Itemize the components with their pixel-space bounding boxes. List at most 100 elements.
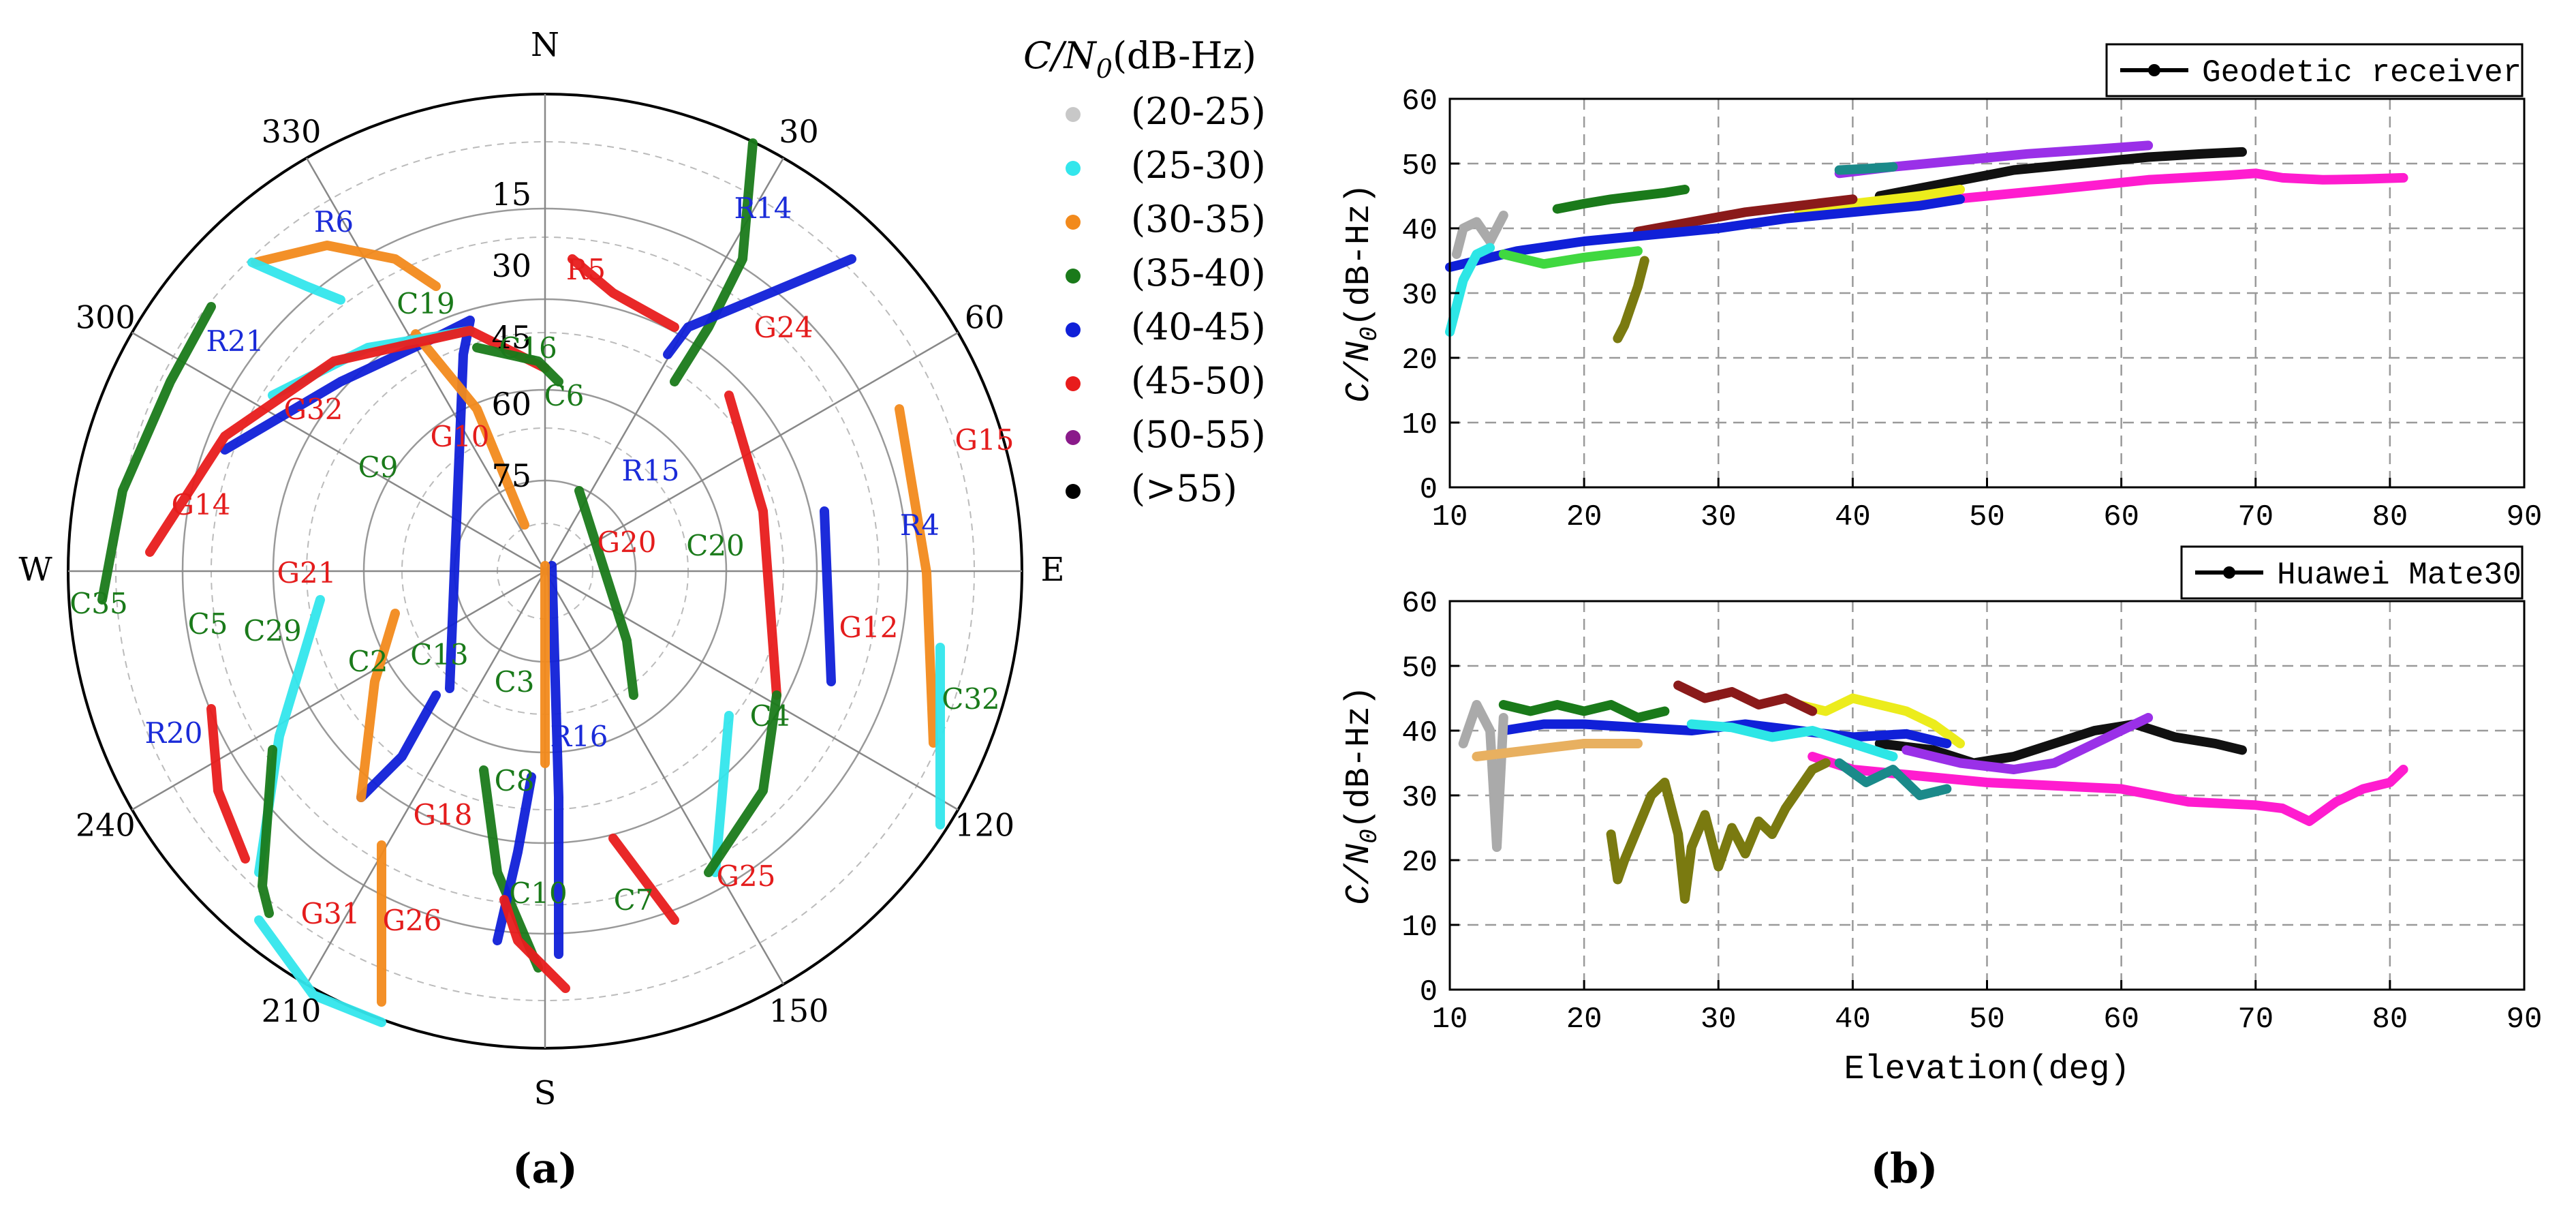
satellite-label-c8: C8: [495, 764, 535, 797]
legend-label: Geodetic receiver: [2202, 55, 2521, 91]
x-tick-label: 50: [1969, 500, 2005, 534]
series-line-purple: [1902, 713, 2154, 774]
azimuth-spoke: [131, 570, 546, 811]
satellite-label-r20: R20: [144, 716, 202, 750]
satellite-label-c13: C13: [410, 638, 469, 671]
elevation-label: 15: [491, 176, 531, 213]
azimuth-spoke: [544, 570, 785, 985]
panel-b-label: (b): [1871, 1145, 1938, 1193]
y-axis-label: C/N0(dB-Hz): [1340, 686, 1384, 905]
satellite-track: [206, 704, 250, 864]
satellite-label-g10: G10: [431, 420, 490, 453]
legend-marker: [1066, 215, 1081, 230]
x-tick-label: 70: [2237, 500, 2274, 534]
satellite-label-c19: C19: [397, 287, 455, 320]
x-tick-label: 20: [1566, 500, 1602, 534]
series-line-blue: [1445, 194, 1966, 272]
legend-marker: [1066, 107, 1081, 122]
chart-1: 10 20 30 40 50 60 70 80 900102030405060C/N0(dB-H…: [1340, 43, 2543, 534]
y-tick-label: 50: [1401, 149, 1438, 183]
satellite-label-g26: G26: [383, 904, 442, 937]
satellite-label-g12: G12: [839, 611, 899, 644]
legend-label: (45-50): [1131, 359, 1266, 402]
satellite-label-c7: C7: [614, 883, 654, 917]
series-line-gray: [1458, 700, 1508, 852]
y-tick-label: 30: [1401, 781, 1438, 815]
series-line-olive: [1613, 256, 1649, 344]
x-tick-label: 80: [2372, 1003, 2408, 1037]
satellite-label-g24: G24: [754, 311, 813, 344]
y-axis-label: C/N0(dB-Hz): [1340, 183, 1384, 403]
satellite-label-c29: C29: [243, 614, 302, 647]
x-tick-label: 40: [1835, 1003, 1871, 1037]
compass-north: N: [531, 26, 559, 64]
series-line-lime: [1498, 246, 1643, 269]
azimuth-label: 60: [965, 299, 1005, 336]
series-line-magenta: [1820, 168, 2408, 214]
satellite-label-r14: R14: [734, 192, 792, 225]
legend-marker: [1066, 376, 1081, 391]
series-line-green: [1552, 185, 1690, 214]
series-line-magenta: [1807, 752, 2408, 826]
x-tick-label: 60: [2103, 1003, 2139, 1037]
satellite-label-g32: G32: [284, 393, 343, 426]
x-tick-label: 10: [1432, 1003, 1468, 1037]
polar-labels: N S E W 30 60 120 150 210 240 300 330 15 30 45 60 75…: [18, 26, 1064, 1112]
series-line-cyan: [1686, 719, 1898, 761]
legend-marker: [2148, 64, 2160, 76]
elevation-label: 45: [491, 319, 531, 356]
series-line-teal: [1834, 162, 1898, 175]
series-line-teal: [1834, 758, 1952, 800]
x-tick-label: 50: [1969, 1003, 2005, 1037]
legend-marker: [1066, 269, 1081, 284]
satellite-tracks: [97, 138, 945, 1027]
compass-west: W: [18, 551, 52, 589]
legend-label: (25-30): [1131, 144, 1266, 187]
y-tick-label: 0: [1420, 975, 1438, 1009]
satellite-track: [711, 711, 734, 877]
x-axis-label: Elevation(deg): [1844, 1050, 2130, 1089]
cn0-legend: C/N0(dB-Hz) (20-25) (25-30) (30-35) (35-40)…: [1023, 34, 1266, 510]
satellite-label-c20: C20: [686, 529, 745, 562]
series-line-darkred: [1633, 194, 1858, 237]
satellite-label-r21: R21: [206, 324, 264, 358]
satellite-track: [258, 745, 277, 918]
azimuth-label: 240: [76, 807, 136, 844]
x-tick-label: 80: [2372, 500, 2408, 534]
azimuth-label: 300: [76, 299, 136, 336]
satellite-label-r4: R4: [900, 508, 940, 542]
satellite-label-c16: C16: [499, 331, 557, 365]
legend-marker: [1066, 484, 1081, 499]
y-tick-label: 20: [1401, 846, 1438, 880]
x-tick-label: 70: [2237, 1003, 2274, 1037]
satellite-track: [356, 690, 441, 802]
legend-marker: [2223, 566, 2235, 579]
series-line-lightorange: [1472, 739, 1643, 761]
azimuth-spoke: [131, 331, 546, 573]
polar-grid: [67, 93, 1023, 1050]
series-line-cyan: [1445, 243, 1495, 337]
satellite-label-c32: C32: [942, 682, 1000, 716]
satellite-label-g14: G14: [172, 488, 231, 521]
satellite-track: [608, 834, 679, 925]
azimuth-spoke: [544, 570, 959, 811]
satellite-label-r15: R15: [621, 454, 679, 487]
satellite-label-r5: R5: [566, 253, 606, 286]
azimuth-label: 120: [955, 807, 1014, 844]
elevation-label: 30: [491, 247, 531, 284]
series-line-darkred: [1673, 680, 1818, 716]
x-tick-label: 90: [2507, 500, 2543, 534]
satellite-track: [220, 316, 475, 693]
satellite-track: [411, 329, 529, 530]
satellite-track: [97, 302, 216, 605]
series-line-yellow: [1794, 693, 1966, 748]
satellite-label-c3: C3: [495, 665, 535, 699]
series-line-olive: [1606, 758, 1831, 904]
x-tick-label: 30: [1701, 1003, 1737, 1037]
satellite-track: [254, 915, 386, 1027]
satellite-label-c35: C35: [69, 587, 128, 620]
satellite-label-g21: G21: [277, 556, 337, 590]
satellite-track: [724, 391, 781, 700]
azimuth-spoke: [305, 157, 546, 572]
